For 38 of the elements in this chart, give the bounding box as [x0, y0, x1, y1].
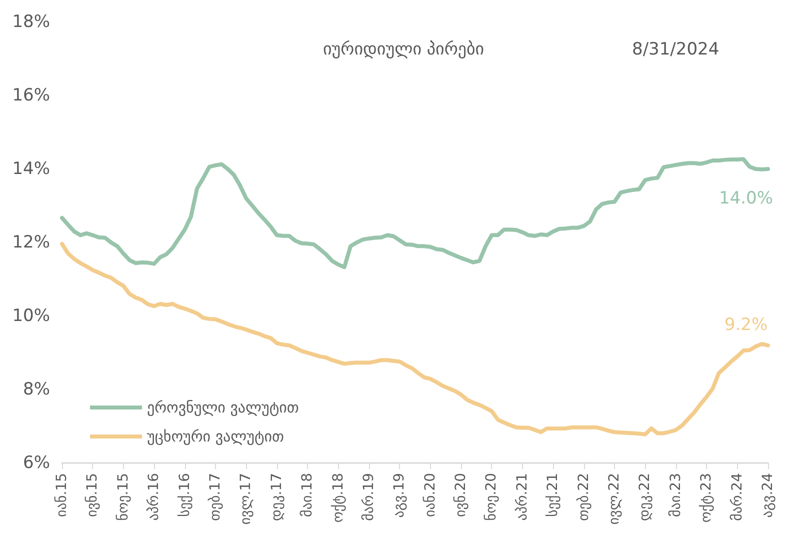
x-tick-label: თებ.17: [207, 473, 224, 521]
x-tick-label: მარ.24: [729, 472, 746, 521]
x-tick-label: ნოე.15: [115, 473, 132, 521]
y-tick-label: 16%: [12, 86, 50, 106]
x-tick-label: აპრ.16: [146, 472, 162, 521]
x-tick-label: სექ.21: [545, 473, 562, 517]
x-tick-label: ნოე.20: [484, 473, 500, 521]
x-tick-label: აპრ.21: [514, 473, 530, 521]
text: 8/31/2024: [632, 40, 720, 60]
x-tick-label: სექ.16: [176, 472, 193, 517]
y-tick-label: 6%: [23, 453, 50, 473]
x-tick-label: მარ.19: [360, 473, 377, 521]
data-label: 14.0%: [718, 188, 774, 208]
x-tick-label: მაი.18: [300, 473, 316, 517]
y-tick-label: 14%: [12, 159, 50, 179]
data-label: 9.2%: [724, 314, 768, 335]
y-tick-label: 10%: [12, 306, 50, 326]
x-tick-label: ოქტ.18: [330, 473, 346, 523]
x-tick-label: ივლ.22: [606, 473, 623, 525]
legend-label: ეროვნული ვალუტით: [147, 398, 299, 416]
text: იურიდიული პირები: [323, 40, 484, 60]
x-tick-label: მაი.23: [668, 473, 684, 517]
x-tick-label: აგვ.19: [392, 473, 408, 518]
legend-label: უცხოური ვალუტით: [147, 428, 284, 446]
x-tick-label: აგვ.24: [760, 472, 776, 518]
y-tick-label: 8%: [23, 380, 50, 400]
x-tick-label: თებ.22: [576, 473, 592, 521]
x-tick-label: იან.20: [422, 473, 438, 517]
x-tick-label: ოქტ.23: [698, 473, 715, 523]
y-tick-label: 12%: [12, 232, 50, 252]
y-tick-label: 18%: [12, 12, 50, 32]
x-tick-label: დეკ.17: [268, 473, 285, 521]
x-tick-label: ივლ.17: [238, 473, 254, 525]
x-tick-label: ივნ.15: [84, 473, 101, 518]
line-series: [60, 157, 770, 270]
x-tick-label: დეკ.22: [637, 473, 654, 521]
x-tick-label: იან.15: [54, 473, 70, 517]
x-tick-label: ივნ.20: [453, 473, 470, 518]
